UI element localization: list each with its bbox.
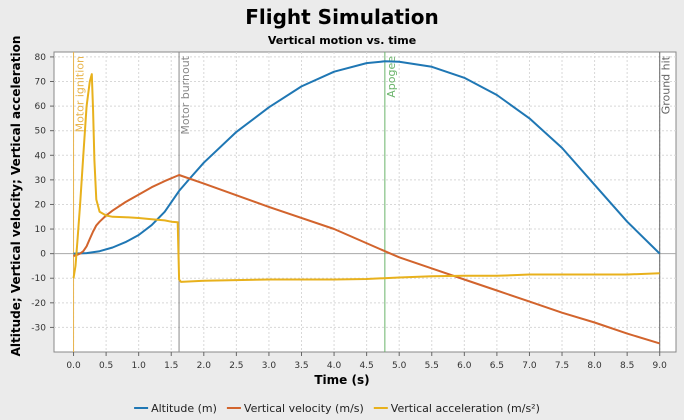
y-tick-label: 80 bbox=[35, 53, 47, 63]
x-tick-label: 9.0 bbox=[653, 361, 668, 371]
x-tick-label: 0.0 bbox=[66, 361, 81, 371]
x-tick-label: 4.0 bbox=[327, 361, 342, 371]
x-tick-label: 5.0 bbox=[392, 361, 407, 371]
y-tick-label: 10 bbox=[35, 225, 47, 235]
legend: Altitude (m) Vertical velocity (m/s) Verti… bbox=[134, 402, 540, 415]
y-tick-label: 40 bbox=[35, 151, 47, 161]
x-tick-label: 0.5 bbox=[99, 361, 113, 371]
y-axis-label: Altitude; Vertical velocity; Vertical ac… bbox=[9, 36, 23, 357]
event-label: Motor burnout bbox=[179, 55, 192, 134]
x-tick-label: 8.0 bbox=[587, 361, 602, 371]
legend-item: Vertical acceleration (m/s²) bbox=[373, 402, 540, 415]
legend-item: Altitude (m) bbox=[134, 402, 217, 415]
y-tick-label: 50 bbox=[35, 127, 47, 137]
y-tick-label: 0 bbox=[40, 250, 46, 260]
x-tick-label: 4.5 bbox=[359, 361, 373, 371]
legend-label: Vertical velocity (m/s) bbox=[244, 402, 364, 415]
x-tick-label: 2.5 bbox=[229, 361, 243, 371]
event-label: Apogee bbox=[385, 56, 398, 98]
x-tick-label: 7.0 bbox=[522, 361, 537, 371]
x-tick-label: 1.5 bbox=[164, 361, 178, 371]
chart-title: Flight Simulation bbox=[245, 5, 439, 29]
y-tick-label: 70 bbox=[35, 78, 47, 88]
legend-label: Vertical acceleration (m/s²) bbox=[391, 402, 540, 415]
series-line-1 bbox=[73, 174, 660, 345]
x-tick-label: 1.0 bbox=[132, 361, 147, 371]
series-line-2 bbox=[72, 73, 660, 283]
event-label: Motor ignition bbox=[74, 56, 87, 132]
x-tick-label: 5.5 bbox=[425, 361, 439, 371]
event-label: Ground hit bbox=[660, 55, 673, 114]
x-tick-label: 6.0 bbox=[457, 361, 472, 371]
x-tick-label: 2.0 bbox=[197, 361, 212, 371]
legend-item: Vertical velocity (m/s) bbox=[226, 402, 364, 415]
x-tick-label: 3.0 bbox=[262, 361, 277, 371]
plot-area bbox=[53, 51, 677, 353]
axes: 0.0 0.5 1.0 1.5 2.0 2.5 3.0 3.5 4.0 4.5 5.0 5.5 6.0 6… bbox=[31, 53, 667, 371]
annotations: Motor ignition Motor burnout Apogee Ground … bbox=[73, 52, 673, 352]
y-tick-label: 30 bbox=[35, 176, 47, 186]
y-tick-label: -20 bbox=[31, 299, 46, 309]
series-line-0 bbox=[73, 60, 661, 255]
y-tick-label: 60 bbox=[35, 102, 47, 112]
x-tick-label: 8.5 bbox=[620, 361, 634, 371]
x-tick-label: 6.5 bbox=[490, 361, 504, 371]
x-tick-label: 7.5 bbox=[555, 361, 569, 371]
x-tick-label: 3.5 bbox=[294, 361, 308, 371]
y-tick-label: 20 bbox=[35, 200, 47, 210]
chart-subtitle: Vertical motion vs. time bbox=[268, 34, 416, 47]
series-layer bbox=[72, 60, 661, 345]
x-axis-label: Time (s) bbox=[314, 373, 369, 387]
y-tick-label: -30 bbox=[31, 323, 46, 333]
legend-label: Altitude (m) bbox=[151, 402, 217, 415]
y-tick-label: -10 bbox=[31, 274, 46, 284]
